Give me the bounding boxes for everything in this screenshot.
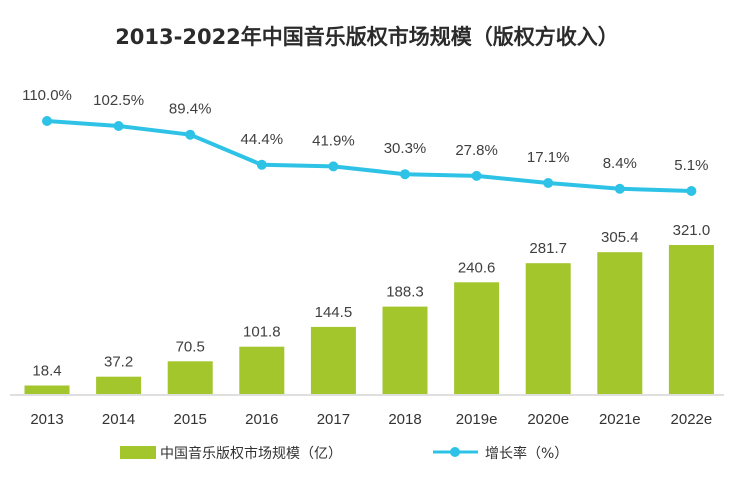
bar-2013 bbox=[24, 385, 70, 394]
bar-series bbox=[24, 245, 714, 394]
bar-2021e bbox=[597, 252, 643, 394]
legend-line-label: 增长率（%） bbox=[485, 445, 568, 462]
bar-2015 bbox=[167, 361, 213, 394]
x-tick-2016: 2016 bbox=[245, 411, 278, 428]
x-tick-2013: 2013 bbox=[30, 411, 63, 428]
bar-label-2013: 18.4 bbox=[32, 363, 61, 380]
bar-2019e bbox=[454, 282, 500, 394]
growth-point-2016 bbox=[256, 159, 267, 170]
x-tick-2017: 2017 bbox=[317, 411, 350, 428]
bar-label-2018: 188.3 bbox=[386, 284, 424, 301]
growth-label-2020e: 17.1% bbox=[527, 149, 570, 166]
growth-label-2019e: 27.8% bbox=[455, 142, 498, 159]
growth-label-2018: 30.3% bbox=[384, 140, 427, 157]
growth-label-2022e: 5.1% bbox=[674, 157, 708, 174]
bar-label-2020e: 281.7 bbox=[529, 240, 567, 257]
growth-point-2013 bbox=[42, 116, 52, 126]
bar-2017 bbox=[310, 326, 356, 394]
bar-2018 bbox=[382, 306, 428, 394]
x-tick-2022e: 2022e bbox=[671, 411, 713, 428]
x-tick-2019e: 2019e bbox=[456, 411, 498, 428]
legend: 中国音乐版权市场规模（亿） 增长率（%） bbox=[120, 445, 568, 462]
growth-point-2021e bbox=[614, 183, 625, 194]
x-axis-tick-labels: 2013 2014 2015 2016 2017 2018 2019e 2020e 2021e 2… bbox=[30, 411, 712, 428]
growth-rate-labels: 110.0% 102.5% 89.4% 44.4% 41.9% 30.3% 27.8% 17.… bbox=[22, 87, 708, 174]
x-tick-2014: 2014 bbox=[102, 411, 135, 428]
chart-title: 2013-2022年中国音乐版权市场规模（版权方收入） bbox=[115, 25, 619, 49]
legend-line-marker bbox=[450, 447, 460, 457]
legend-bar-swatch bbox=[120, 446, 156, 459]
bar-label-2017: 144.5 bbox=[315, 304, 353, 321]
bar-label-2021e: 305.4 bbox=[601, 229, 639, 246]
growth-point-2017 bbox=[328, 161, 339, 172]
bar-2022e bbox=[668, 245, 714, 394]
growth-label-2017: 41.9% bbox=[312, 132, 355, 149]
growth-point-2020e bbox=[543, 178, 554, 188]
growth-point-2014 bbox=[113, 121, 124, 131]
bar-label-2016: 101.8 bbox=[243, 324, 281, 341]
growth-label-2015: 89.4% bbox=[169, 101, 212, 118]
growth-point-2019e bbox=[471, 170, 482, 181]
growth-point-2018 bbox=[400, 169, 410, 180]
bar-label-2014: 37.2 bbox=[104, 354, 133, 371]
bar-value-labels: 18.4 37.2 70.5 101.8 144.5 188.3 240.6 281.7 305… bbox=[32, 222, 710, 380]
legend-bar-label: 中国音乐版权市场规模（亿） bbox=[160, 445, 342, 462]
bar-label-2015: 70.5 bbox=[176, 338, 205, 355]
growth-label-2013: 110.0% bbox=[22, 87, 72, 104]
x-tick-2021e: 2021e bbox=[599, 411, 641, 428]
x-tick-2020e: 2020e bbox=[527, 411, 569, 428]
growth-point-2022e bbox=[686, 186, 697, 196]
bar-label-2019e: 240.6 bbox=[458, 259, 496, 276]
growth-label-2014: 102.5% bbox=[93, 92, 144, 109]
bar-2016 bbox=[239, 346, 285, 394]
bar-2014 bbox=[96, 376, 142, 394]
growth-rate-series bbox=[42, 116, 697, 196]
x-tick-2015: 2015 bbox=[174, 411, 207, 428]
bar-label-2022e: 321.0 bbox=[673, 222, 711, 239]
growth-point-2015 bbox=[185, 129, 196, 140]
growth-label-2021e: 8.4% bbox=[603, 155, 637, 172]
x-tick-2018: 2018 bbox=[388, 411, 421, 428]
growth-rate-line bbox=[46, 119, 692, 193]
bar-2020e bbox=[525, 263, 571, 394]
growth-label-2016: 44.4% bbox=[241, 131, 284, 148]
